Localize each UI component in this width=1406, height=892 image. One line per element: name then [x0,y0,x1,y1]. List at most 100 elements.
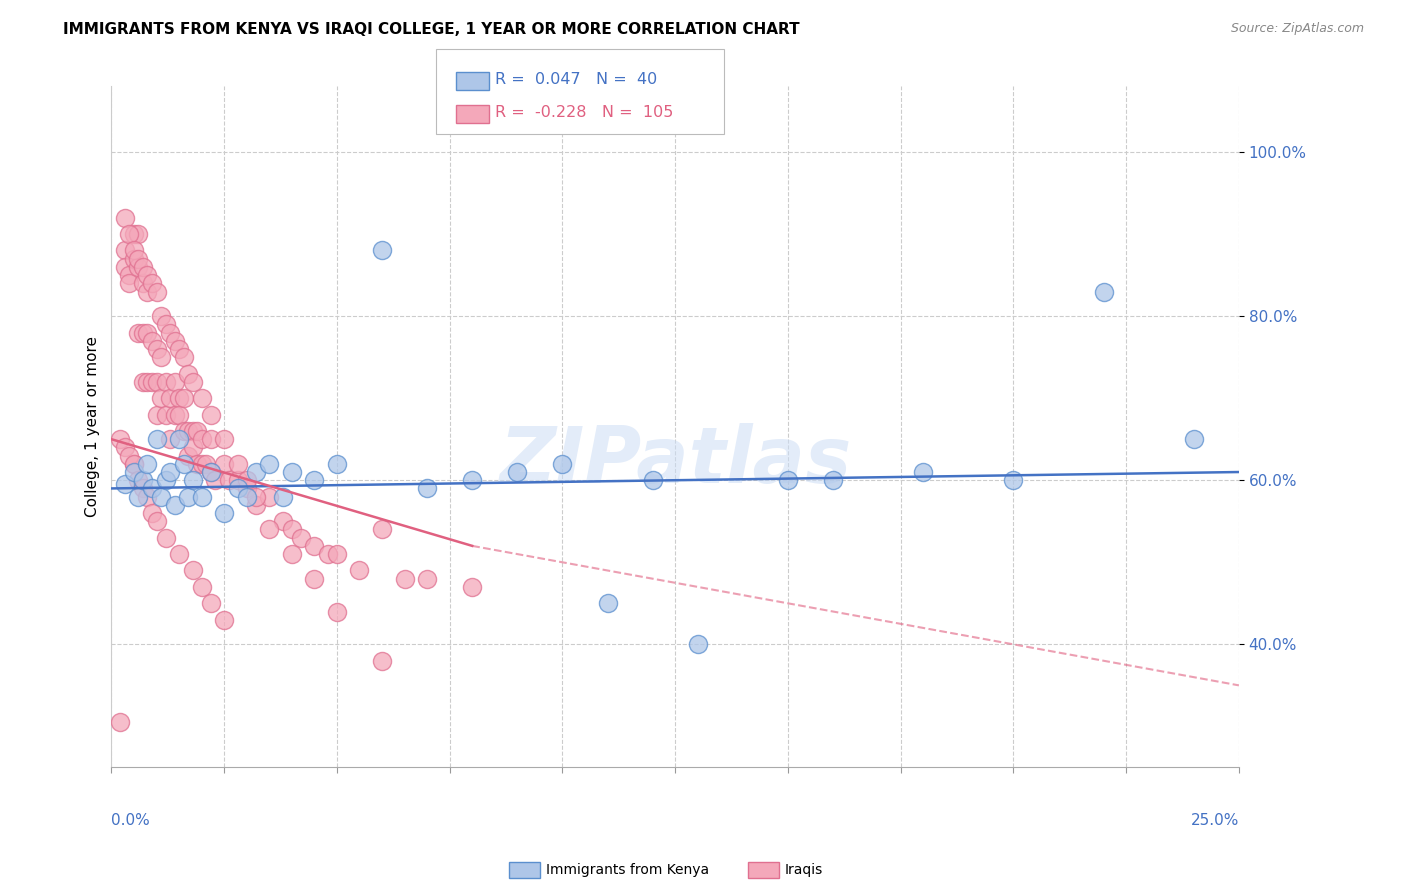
Point [122,252,145,266]
Point [394,572,416,586]
Point [136,268,159,282]
Point [167,342,190,356]
Point [141,277,163,291]
Point [326,605,349,619]
Text: Source: ZipAtlas.com: Source: ZipAtlas.com [1230,22,1364,36]
Point [200,465,222,479]
Point [122,457,145,471]
Point [177,449,200,463]
Point [259,457,281,471]
Point [177,367,200,381]
Point [167,547,190,561]
Text: R =  -0.228   N =  105: R = -0.228 N = 105 [495,105,673,120]
Text: Iraqis: Iraqis [785,863,823,877]
Point [114,441,136,455]
Point [173,350,195,364]
Point [1002,473,1025,487]
Point [132,473,155,487]
Point [281,465,304,479]
Point [155,318,177,332]
Point [190,391,212,405]
Point [281,523,304,537]
Point [127,260,149,274]
Point [136,457,159,471]
Point [186,424,208,438]
Text: Immigrants from Kenya: Immigrants from Kenya [546,863,709,877]
Point [596,596,619,610]
Point [245,498,267,512]
Point [181,441,204,455]
Point [235,490,257,504]
Point [136,490,159,504]
Point [821,473,844,487]
Point [190,490,212,504]
Point [259,523,281,537]
Point [304,572,326,586]
Point [132,277,155,291]
Point [150,350,173,364]
Point [150,490,173,504]
Point [159,326,181,340]
Point [218,473,240,487]
Point [173,391,195,405]
Point [461,473,484,487]
Point [159,432,181,446]
Text: IMMIGRANTS FROM KENYA VS IRAQI COLLEGE, 1 YEAR OR MORE CORRELATION CHART: IMMIGRANTS FROM KENYA VS IRAQI COLLEGE, … [63,22,800,37]
Point [150,309,173,323]
Point [150,391,173,405]
Point [181,375,204,389]
Point [118,449,141,463]
Point [212,506,235,520]
Point [226,457,249,471]
Point [1182,432,1205,446]
Point [259,490,281,504]
Point [167,391,190,405]
Point [181,473,204,487]
Point [114,244,136,258]
Point [212,457,235,471]
Point [326,457,349,471]
Point [371,523,394,537]
Point [235,482,257,496]
Point [159,391,181,405]
Point [118,268,141,282]
Point [127,252,149,266]
Point [190,580,212,594]
Point [371,654,394,668]
Point [371,244,394,258]
Y-axis label: College, 1 year or more: College, 1 year or more [86,336,100,517]
Point [127,473,149,487]
Point [226,482,249,496]
Text: 0.0%: 0.0% [111,813,150,828]
Point [163,408,186,422]
Point [159,465,181,479]
Point [114,211,136,225]
Point [136,285,159,299]
Point [304,473,326,487]
Point [177,424,200,438]
Point [173,457,195,471]
Point [316,547,339,561]
Point [110,715,132,730]
Point [145,375,167,389]
Point [271,514,294,528]
Point [200,432,222,446]
Point [686,637,709,651]
Point [122,457,145,471]
Point [118,277,141,291]
Point [163,498,186,512]
Point [127,227,149,241]
Point [551,457,574,471]
Point [132,260,155,274]
Point [416,572,439,586]
Point [132,482,155,496]
Point [1092,285,1115,299]
Point [416,482,439,496]
Point [118,227,141,241]
Point [122,465,145,479]
Point [195,457,218,471]
Point [776,473,799,487]
Point [155,473,177,487]
Point [200,596,222,610]
Point [167,432,190,446]
